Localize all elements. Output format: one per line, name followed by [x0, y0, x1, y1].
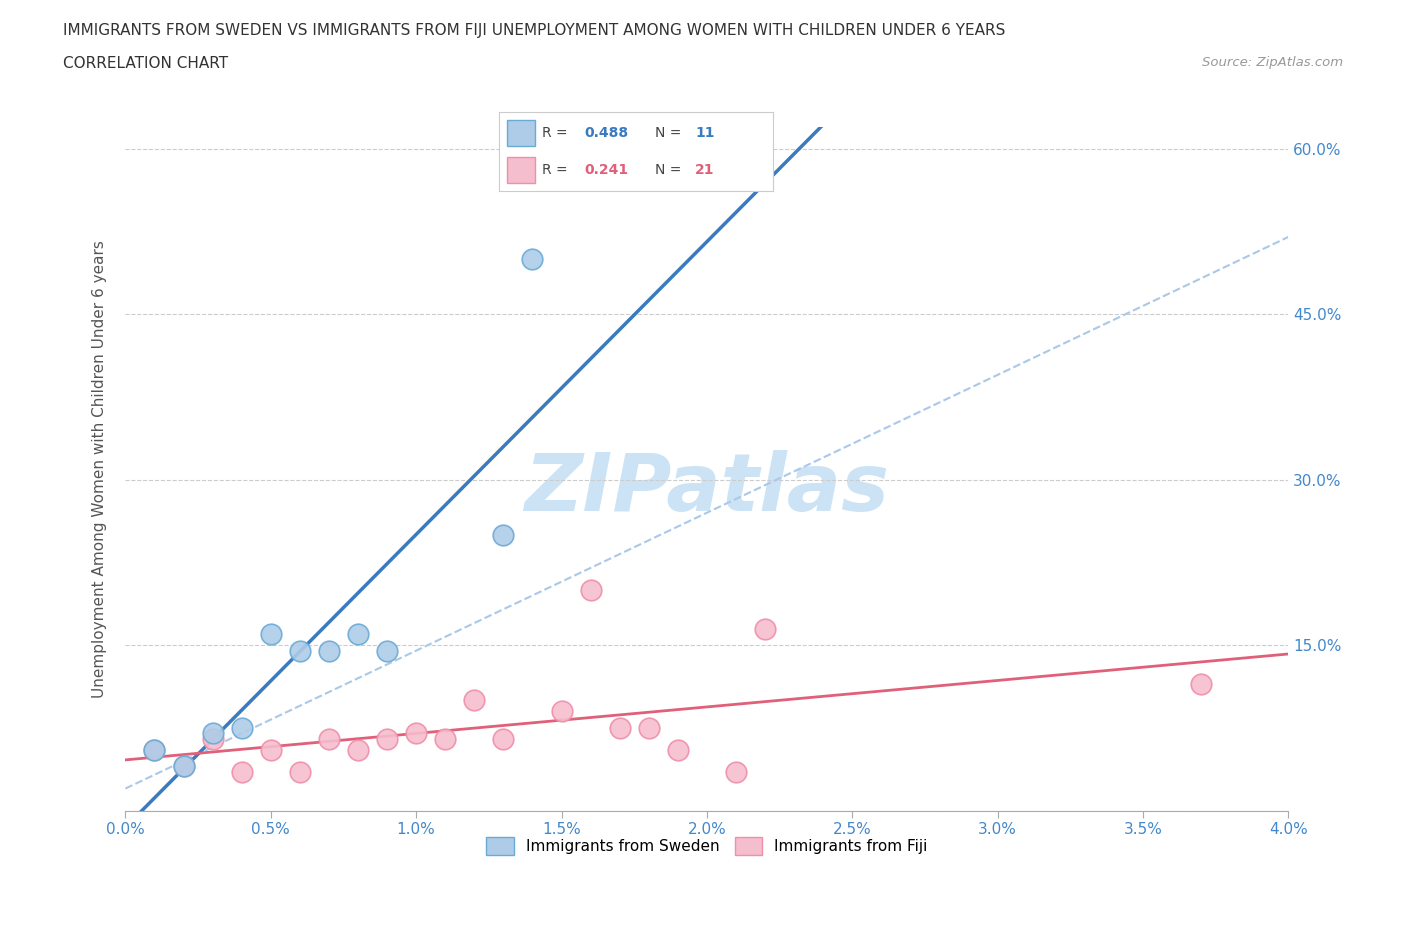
Point	[231, 721, 253, 736]
Point	[318, 644, 340, 658]
Point	[201, 726, 224, 741]
Text: IMMIGRANTS FROM SWEDEN VS IMMIGRANTS FROM FIJI UNEMPLOYMENT AMONG WOMEN WITH CHI: IMMIGRANTS FROM SWEDEN VS IMMIGRANTS FRO…	[63, 23, 1005, 38]
Text: 0.241: 0.241	[583, 163, 628, 177]
Point	[463, 693, 485, 708]
Point	[260, 627, 283, 642]
Point	[260, 742, 283, 757]
Point	[143, 742, 166, 757]
Point	[724, 764, 747, 779]
Point	[231, 764, 253, 779]
Text: Source: ZipAtlas.com: Source: ZipAtlas.com	[1202, 56, 1343, 69]
Point	[579, 582, 602, 597]
Point	[143, 742, 166, 757]
Point	[492, 527, 515, 542]
Point	[288, 764, 311, 779]
Legend: Immigrants from Sweden, Immigrants from Fiji: Immigrants from Sweden, Immigrants from …	[479, 831, 934, 861]
Text: 0.488: 0.488	[583, 126, 628, 140]
Text: 11: 11	[695, 126, 714, 140]
Point	[666, 742, 689, 757]
Point	[375, 644, 398, 658]
Point	[318, 732, 340, 747]
Point	[347, 742, 370, 757]
Point	[550, 704, 572, 719]
Point	[347, 627, 370, 642]
Text: R =: R =	[541, 163, 572, 177]
Point	[609, 721, 631, 736]
Point	[288, 644, 311, 658]
Point	[405, 726, 427, 741]
Point	[375, 732, 398, 747]
Point	[492, 732, 515, 747]
FancyBboxPatch shape	[508, 157, 534, 182]
Point	[434, 732, 457, 747]
Text: N =: N =	[655, 126, 686, 140]
Point	[201, 732, 224, 747]
Text: ZIPatlas: ZIPatlas	[524, 450, 890, 528]
Text: R =: R =	[541, 126, 572, 140]
Point	[522, 251, 544, 266]
Text: CORRELATION CHART: CORRELATION CHART	[63, 56, 228, 71]
FancyBboxPatch shape	[508, 120, 534, 146]
Point	[173, 759, 195, 774]
Point	[173, 759, 195, 774]
Text: 21: 21	[695, 163, 714, 177]
Point	[1189, 676, 1212, 691]
Point	[754, 621, 776, 636]
Point	[637, 721, 659, 736]
Y-axis label: Unemployment Among Women with Children Under 6 years: Unemployment Among Women with Children U…	[93, 240, 107, 698]
Text: N =: N =	[655, 163, 686, 177]
